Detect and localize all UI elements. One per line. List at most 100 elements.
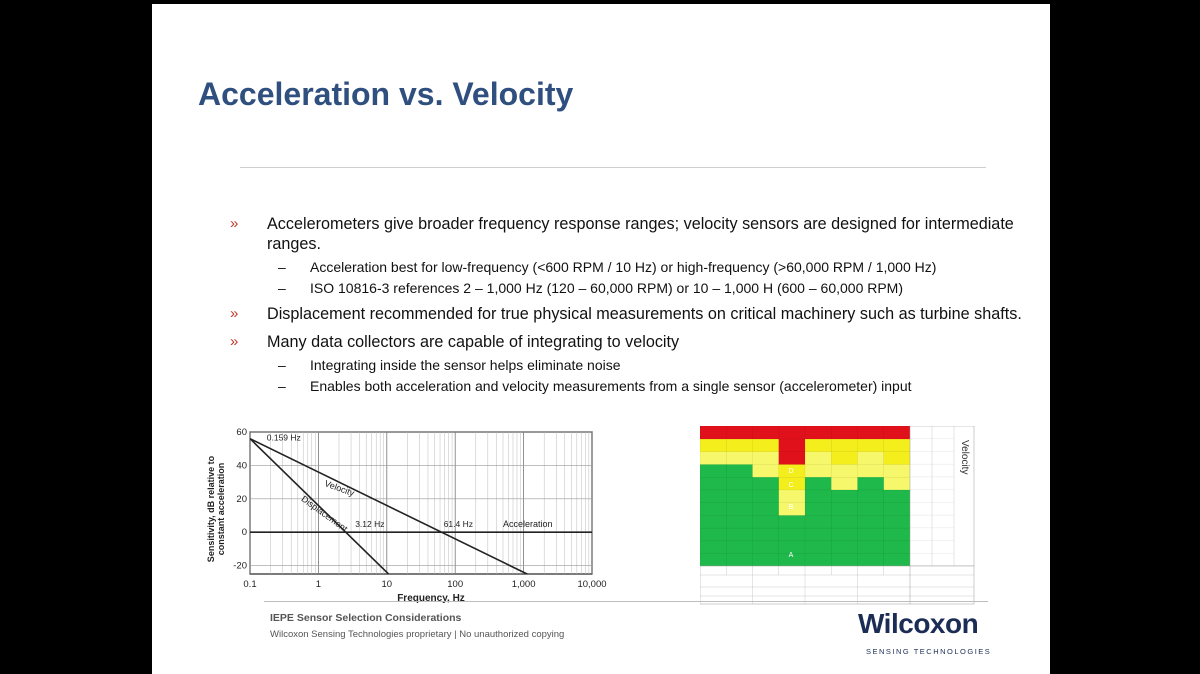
y-tick-label: -20 [233,561,247,572]
heatmap-cell [726,514,753,529]
heatmap-cell [726,426,753,440]
sub-bullet-text: Acceleration best for low-frequency (<60… [310,259,937,275]
heatmap-cell [804,553,832,567]
sub-bullet-text: Enables both acceleration and velocity m… [310,378,912,394]
heatmap-cell [778,514,806,529]
bullet-text: Many data collectors are capable of inte… [267,333,680,351]
velocity-title: Velocity [959,440,970,474]
title-divider [240,167,986,168]
heatmap-cell [752,451,780,465]
heatmap-cell [804,527,832,542]
heatmap-cell [726,502,753,516]
heatmap-cell [883,540,911,554]
heatmap-cell [883,463,911,478]
heatmap-cell [700,451,727,465]
heatmap-cell [700,540,727,554]
series-line-velocity [250,437,529,574]
annotation-label: 0.159 Hz [267,432,301,442]
sub-bullet-text: Integrating inside the sensor helps elim… [310,357,621,373]
heatmap-cell [804,463,832,478]
heatmap-cell [752,438,780,452]
heatmap-cell [883,438,911,452]
heatmap-cell [726,553,753,567]
bullet-marker: » [230,215,239,232]
heatmap-cell [752,527,780,542]
heatmap-cell [857,540,885,554]
bullet-item: » Accelerometers give broader frequency r… [230,214,1040,254]
bullet-list: » Accelerometers give broader frequency r… [230,214,1040,402]
plot-frame [249,431,593,575]
heatmap-cell [883,489,911,503]
heatmap-cell [700,502,727,516]
heatmap-cell [831,476,858,491]
bullet-item: » Many data collectors are capable of int… [230,332,1040,352]
heatmap-cell [857,502,885,516]
heatmap-cell [752,553,780,567]
heatmap-cell [778,426,806,440]
heatmap-cell [857,451,885,465]
heatmap-cell [831,527,858,542]
heatmap-cell [804,514,832,529]
heatmap-cell [831,514,858,529]
heatmap-cell [804,502,832,516]
sub-bullet-marker: – [278,259,286,275]
heatmap-cell [883,527,911,542]
x-axis-label: Frequency, Hz [397,593,465,604]
heatmap-cell [778,489,806,503]
heatmap-cell [831,438,858,452]
x-tick-label: 10,000 [577,579,606,590]
heatmap-cell [883,476,911,491]
heatmap-cell [831,426,858,440]
y-axis-label: Sensitivity, dB relative toconstant acce… [206,455,226,562]
heatmap-cell [700,438,727,452]
heatmap-cell [804,438,832,452]
wilcoxon-logo: Wilcoxon SENSING TECHNOLOGIES [858,608,994,660]
x-tick-label: 0.1 [243,579,256,590]
slide-title: Acceleration vs. Velocity [198,76,574,112]
y-tick-label: 20 [236,494,247,505]
zone-label: C [788,482,793,489]
sub-bullet-item: – ISO 10816-3 references 2 – 1,000 Hz (12… [230,280,1040,297]
y-tick-label: 0 [242,527,247,538]
heatmap-cell [726,438,753,452]
x-tick-label: 1,000 [512,579,536,590]
heatmap-cell [700,463,727,478]
x-tick-label: 100 [447,579,463,590]
x-tick-label: 10 [382,579,393,590]
heatmap-cell [857,527,885,542]
x-tick-label: 1 [316,579,321,590]
heatmap-cell [857,426,885,440]
heatmap-cell [726,540,753,554]
heatmap-cell [726,451,753,465]
heatmap-cell [857,476,885,491]
footer-divider [264,601,988,602]
heatmap-cell [804,489,832,503]
series-line-displacement [250,438,390,574]
velocity-scale-table [909,426,975,567]
bullet-marker: » [230,305,239,322]
bullet-item: » Displacement recommended for true physi… [230,304,1040,324]
bullet-text: Displacement recommended for true physic… [267,305,1022,323]
sub-bullet-text: ISO 10816-3 references 2 – 1,000 Hz (120… [310,280,904,296]
heatmap-cell [752,502,780,516]
heatmap-cell [831,451,858,465]
heatmap-cell [778,451,806,465]
heatmap-cell [857,438,885,452]
heatmap-cell [752,463,780,478]
sub-bullet-marker: – [278,378,286,394]
y-tick-label: 40 [236,460,247,471]
heatmap-cell [883,426,911,440]
heatmap-cell [831,502,858,516]
sub-bullet-item: – Integrating inside the sensor helps eli… [230,357,1040,374]
heatmap-cell [857,553,885,567]
sub-bullet-marker: – [278,280,286,296]
heatmap-cell [883,502,911,516]
y-tick-label: 60 [236,427,247,438]
heatmap-cell [883,553,911,567]
machine-type-table [700,565,975,605]
heatmap-cell [804,451,832,465]
heatmap-cell [831,463,858,478]
y-axis-label-line: constant acceleration [216,463,226,556]
footer-note: Wilcoxon Sensing Technologies proprietar… [270,629,565,640]
annotation-label: 3.12 Hz [355,519,384,529]
